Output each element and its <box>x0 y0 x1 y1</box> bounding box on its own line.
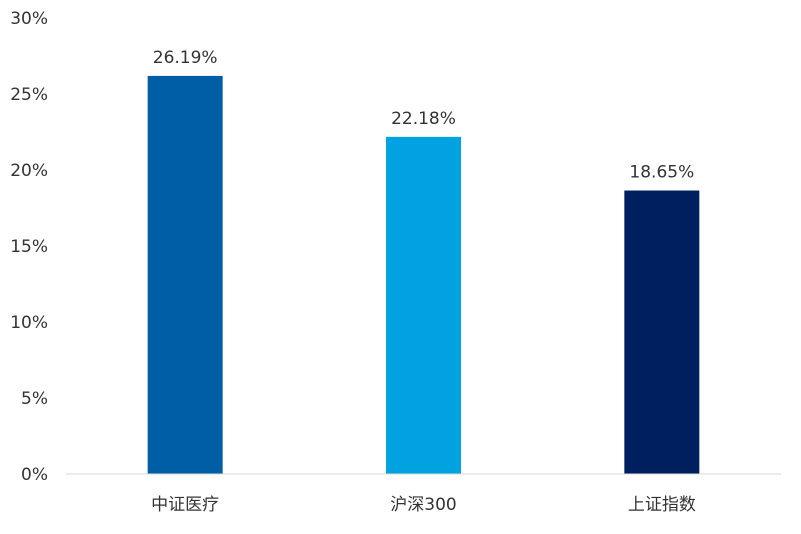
x-tick-label: 中证医疗 <box>151 495 219 515</box>
data-label: 18.65% <box>629 163 694 183</box>
x-tick-label: 沪深300 <box>390 495 456 515</box>
y-axis: 0% 5% 10% 15% 20% 25% 30% <box>10 9 48 485</box>
x-tick-label: 上证指数 <box>628 495 696 515</box>
bar <box>147 75 223 475</box>
y-tick-label: 5% <box>21 389 48 409</box>
bar <box>624 190 700 474</box>
y-tick-label: 0% <box>21 465 48 485</box>
bar <box>386 136 461 474</box>
x-axis: 中证医疗 沪深300 上证指数 <box>66 473 781 515</box>
y-tick-label: 30% <box>10 9 48 29</box>
bars: 26.19% 22.18% 18.65% <box>147 48 700 475</box>
y-tick-label: 20% <box>10 161 48 181</box>
data-label: 22.18% <box>391 109 456 129</box>
data-label: 26.19% <box>153 48 218 68</box>
y-tick-label: 10% <box>10 313 48 333</box>
y-tick-label: 15% <box>10 237 48 257</box>
y-tick-label: 25% <box>10 85 48 105</box>
